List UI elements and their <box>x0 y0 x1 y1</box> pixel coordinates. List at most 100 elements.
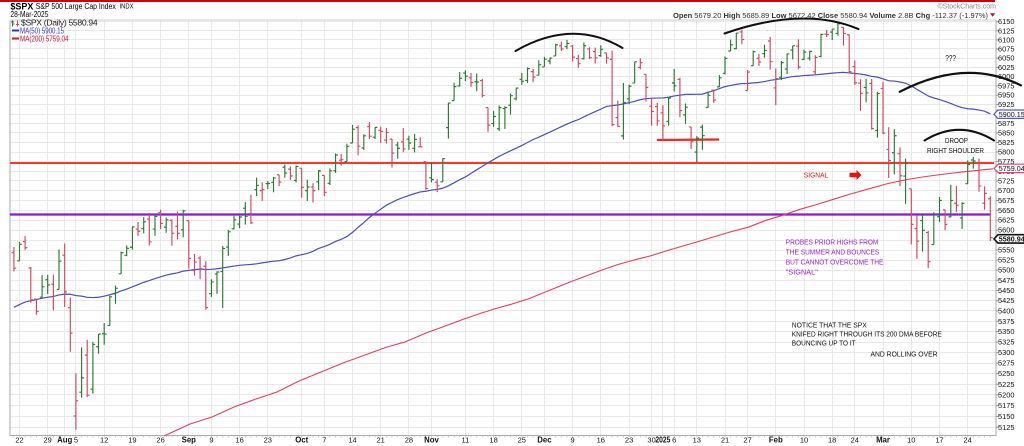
svg-text:6100: 6100 <box>998 35 1014 44</box>
svg-text:5275: 5275 <box>998 359 1014 368</box>
svg-text:5450: 5450 <box>998 286 1014 295</box>
svg-text:Open 5679.20 High 5685.89 Low: Open 5679.20 High 5685.89 Low 5672.42 Cl… <box>673 11 988 20</box>
svg-text:5200: 5200 <box>998 390 1014 399</box>
svg-text:26: 26 <box>156 435 164 444</box>
svg-text:27: 27 <box>743 435 751 444</box>
svg-text:Mar: Mar <box>876 435 890 444</box>
svg-text:MA(50) 5900.15: MA(50) 5900.15 <box>20 26 65 35</box>
svg-text:©StockCharts.com: ©StockCharts.com <box>938 2 997 11</box>
svg-text:5475: 5475 <box>998 276 1014 285</box>
svg-text:5925: 5925 <box>998 100 1014 109</box>
svg-text:BOUNCING UP TO IT: BOUNCING UP TO IT <box>792 339 856 348</box>
svg-text:Feb: Feb <box>769 435 783 444</box>
svg-text:17: 17 <box>935 435 943 444</box>
svg-text:5725: 5725 <box>998 176 1014 185</box>
svg-text:23: 23 <box>264 435 272 444</box>
svg-text:5175: 5175 <box>998 401 1014 410</box>
svg-text:5650: 5650 <box>998 206 1014 215</box>
svg-text:6025: 6025 <box>998 63 1014 72</box>
svg-text:22: 22 <box>15 435 23 444</box>
svg-text:10: 10 <box>800 435 808 444</box>
svg-text:DROOP: DROOP <box>945 136 968 145</box>
svg-text:AND ROLLING OVER: AND ROLLING OVER <box>871 349 939 358</box>
svg-text:21: 21 <box>377 435 385 444</box>
svg-text:5225: 5225 <box>998 380 1014 389</box>
svg-text:19: 19 <box>128 435 136 444</box>
svg-text:5950: 5950 <box>998 91 1014 100</box>
svg-text:5500: 5500 <box>998 266 1014 275</box>
svg-text:$SPX: $SPX <box>10 1 34 12</box>
svg-text:5600: 5600 <box>998 226 1014 235</box>
svg-text:5300: 5300 <box>998 348 1014 357</box>
svg-text:2025: 2025 <box>655 435 671 444</box>
svg-text:9: 9 <box>571 435 575 444</box>
svg-text:PROBES PRIOR HIGHS FROM: PROBES PRIOR HIGHS FROM <box>786 237 879 246</box>
svg-text:6000: 6000 <box>998 72 1014 81</box>
svg-text:Aug: Aug <box>57 435 72 444</box>
svg-text:NOTICE THAT THE SPX: NOTICE THAT THE SPX <box>792 320 867 329</box>
svg-text:5975: 5975 <box>998 81 1014 90</box>
svg-text:5625: 5625 <box>998 216 1014 225</box>
svg-text:5875: 5875 <box>998 119 1014 128</box>
svg-text:KNIFED RIGHT THROUGH ITS 200 D: KNIFED RIGHT THROUGH ITS 200 DMA BEFORE <box>792 330 942 339</box>
svg-text:5700: 5700 <box>998 186 1014 195</box>
svg-text:13: 13 <box>693 435 701 444</box>
svg-text:$SPX (Daily) 5580.94: $SPX (Daily) 5580.94 <box>21 17 98 27</box>
svg-text:23: 23 <box>625 435 633 444</box>
svg-text:28-Mar-2025: 28-Mar-2025 <box>10 10 48 19</box>
svg-text:5350: 5350 <box>998 327 1014 336</box>
svg-text:29: 29 <box>44 435 52 444</box>
svg-text:5800: 5800 <box>998 148 1014 157</box>
svg-text:SIGNAL: SIGNAL <box>804 172 829 179</box>
svg-text:25: 25 <box>518 435 526 444</box>
svg-text:7: 7 <box>322 435 326 444</box>
svg-text:18: 18 <box>489 435 497 444</box>
svg-text:6050: 6050 <box>998 54 1014 63</box>
svg-text:MA(200) 5759.04: MA(200) 5759.04 <box>20 34 69 43</box>
svg-text:11: 11 <box>462 435 470 444</box>
svg-text:Sep: Sep <box>182 435 197 444</box>
svg-text:5525: 5525 <box>998 256 1014 265</box>
svg-text:6: 6 <box>672 435 676 444</box>
svg-text:BUT CANNOT OVERCOME THE: BUT CANNOT OVERCOME THE <box>786 257 884 266</box>
svg-text:24: 24 <box>964 435 972 444</box>
svg-text:16: 16 <box>597 435 605 444</box>
svg-text:5: 5 <box>74 435 78 444</box>
svg-text:5580.94: 5580.94 <box>999 235 1024 244</box>
svg-text:5400: 5400 <box>998 306 1014 315</box>
svg-text:14: 14 <box>348 435 356 444</box>
svg-text:21: 21 <box>721 435 729 444</box>
svg-text:10: 10 <box>907 435 915 444</box>
svg-text:16: 16 <box>235 435 243 444</box>
svg-text:RIGHT SHOULDER: RIGHT SHOULDER <box>927 146 984 155</box>
svg-text:6075: 6075 <box>998 44 1014 53</box>
svg-text:5675: 5675 <box>998 196 1014 205</box>
svg-text:Nov: Nov <box>424 435 439 444</box>
svg-text:5550: 5550 <box>998 246 1014 255</box>
svg-text:5325: 5325 <box>998 338 1014 347</box>
svg-text:5150: 5150 <box>998 412 1014 421</box>
svg-text:THE SUMMER AND BOUNCES: THE SUMMER AND BOUNCES <box>786 247 880 256</box>
svg-text:5850: 5850 <box>998 128 1014 137</box>
svg-text:"SIGNAL": "SIGNAL" <box>786 267 818 276</box>
svg-text:28: 28 <box>405 435 413 444</box>
svg-text:???: ??? <box>945 54 956 63</box>
svg-text:6125: 6125 <box>998 26 1014 35</box>
svg-text:Oct: Oct <box>295 435 308 444</box>
svg-text:5425: 5425 <box>998 296 1014 305</box>
svg-text:5125: 5125 <box>998 423 1014 432</box>
svg-text:5250: 5250 <box>998 369 1014 378</box>
svg-text:18: 18 <box>828 435 836 444</box>
svg-text:5759.04: 5759.04 <box>999 164 1024 173</box>
svg-text:INDX: INDX <box>120 4 134 11</box>
svg-text:5375: 5375 <box>998 317 1014 326</box>
svg-text:12: 12 <box>100 435 108 444</box>
svg-text:24: 24 <box>851 435 859 444</box>
svg-text:5825: 5825 <box>998 138 1014 147</box>
svg-text:S&P 500 Large Cap Index: S&P 500 Large Cap Index <box>36 1 117 11</box>
svg-text:6150: 6150 <box>998 17 1014 26</box>
svg-text:30: 30 <box>647 435 655 444</box>
svg-text:5775: 5775 <box>998 157 1014 166</box>
svg-text:Dec: Dec <box>537 435 552 444</box>
svg-text:5900.15: 5900.15 <box>999 110 1024 119</box>
